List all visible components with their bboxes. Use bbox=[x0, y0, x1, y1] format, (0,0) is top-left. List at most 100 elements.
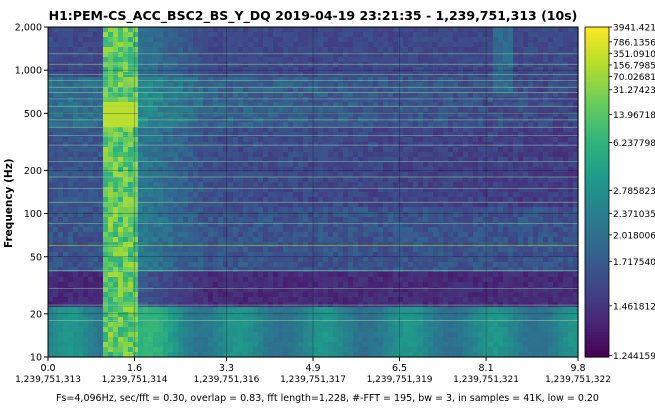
colorbar-segment bbox=[585, 203, 609, 207]
colorbar-segment bbox=[585, 117, 609, 122]
colorbar-segment bbox=[585, 302, 609, 306]
colorbar-tick-label: 3941.421 bbox=[613, 24, 655, 34]
x-tick-label: 4.9 bbox=[305, 363, 320, 374]
colorbar-segment bbox=[585, 296, 609, 300]
colorbar-segment bbox=[585, 205, 609, 210]
colorbar-segment bbox=[585, 260, 609, 265]
colorbar-segment bbox=[585, 82, 609, 86]
colorbar-segment bbox=[585, 76, 609, 80]
colorbar-tick-label: 31.27423 bbox=[613, 86, 655, 96]
colorbar-segment bbox=[585, 167, 609, 171]
colorbar-tick-label: 2.018006 bbox=[613, 231, 655, 241]
colorbar-segment bbox=[585, 280, 609, 284]
colorbar-segment bbox=[585, 90, 609, 94]
colorbar-tick-label: 2.371035 bbox=[613, 210, 655, 220]
colorbar-segment bbox=[585, 172, 609, 177]
colorbar-segment bbox=[585, 244, 609, 248]
colorbar-segment bbox=[585, 288, 609, 292]
colorbar-segment bbox=[585, 277, 609, 281]
colorbar-segment bbox=[585, 222, 609, 226]
colorbar-segment bbox=[585, 79, 609, 83]
colorbar-segment bbox=[585, 329, 609, 333]
frequency-lines bbox=[48, 53, 578, 321]
colorbar-segment bbox=[585, 71, 609, 75]
colorbar-segment bbox=[585, 293, 609, 298]
x-tick-gps-label: 1,239,751,321 bbox=[453, 375, 519, 385]
colorbar-segment bbox=[585, 35, 609, 39]
x-tick-label: 3.3 bbox=[219, 363, 234, 374]
colorbar-segment bbox=[585, 227, 609, 232]
colorbar-segment bbox=[585, 315, 609, 320]
y-tick-label: 100 bbox=[24, 209, 42, 220]
colorbar-segment bbox=[585, 46, 609, 50]
colorbar-segment bbox=[585, 258, 609, 262]
colorbar-segment bbox=[585, 269, 609, 273]
colorbar-segment bbox=[585, 159, 609, 163]
colorbar-segment bbox=[585, 285, 609, 289]
colorbar-segment bbox=[585, 214, 609, 218]
y-tick-label: 200 bbox=[24, 166, 42, 177]
colorbar-tick-label: 6.237798 bbox=[613, 139, 655, 149]
colorbar-tick-label: 156.7985 bbox=[613, 61, 655, 71]
colorbar-segment bbox=[585, 49, 609, 53]
colorbar-segment bbox=[585, 175, 609, 179]
colorbar-segment bbox=[585, 84, 609, 89]
colorbar-tick-label: 13.96718 bbox=[613, 111, 655, 121]
colorbar-segment bbox=[585, 247, 609, 251]
colorbar-segment bbox=[585, 340, 609, 344]
colorbar-segment bbox=[585, 120, 609, 124]
colorbar-segment bbox=[585, 29, 609, 34]
colorbar-segment bbox=[585, 348, 609, 353]
colorbar-segment bbox=[585, 60, 609, 64]
y-axis-ticks: 2,000 1,000 500 200 100 50 20 10 bbox=[15, 23, 48, 364]
colorbar-segment bbox=[585, 299, 609, 303]
colorbar-segment bbox=[585, 337, 609, 342]
colorbar-segment bbox=[585, 197, 609, 201]
colorbar-segment bbox=[585, 307, 609, 311]
figure-caption: Fs=4,096Hz, sec/fft = 0.30, overlap = 0.… bbox=[56, 393, 599, 404]
colorbar-segment bbox=[585, 219, 609, 223]
colorbar-tick-label: 1.461812 bbox=[613, 302, 655, 312]
colorbar-segment bbox=[585, 271, 609, 276]
x-tick-label: 6.5 bbox=[392, 363, 407, 374]
colorbar-segment bbox=[585, 189, 609, 193]
colorbar-segment bbox=[585, 241, 609, 245]
colorbar-tick-label: 2.785823 bbox=[613, 187, 655, 197]
colorbar-segment bbox=[585, 282, 609, 287]
colorbar-segment bbox=[585, 266, 609, 270]
colorbar-segment bbox=[585, 238, 609, 243]
x-axis-ticks: 0.01,239,751,3131.61,239,751,3143.31,239… bbox=[15, 357, 611, 385]
colorbar-segment bbox=[585, 65, 609, 69]
colorbar-segment bbox=[585, 142, 609, 146]
colorbar-segment bbox=[585, 233, 609, 237]
colorbar-segment bbox=[585, 164, 609, 168]
y-axis-label: Frequency (Hz) bbox=[3, 158, 15, 248]
colorbar-segment bbox=[585, 291, 609, 295]
colorbar-segment bbox=[585, 192, 609, 196]
colorbar-segment bbox=[585, 249, 609, 254]
colorbar-segment bbox=[585, 178, 609, 182]
colorbar-segment bbox=[585, 150, 609, 155]
colorbar-segment bbox=[585, 170, 609, 174]
colorbar-segment bbox=[585, 73, 609, 78]
colorbar-segment bbox=[585, 318, 609, 322]
colorbar-tick-label: 786.1356 bbox=[613, 38, 655, 48]
y-tick-label: 20 bbox=[30, 309, 42, 320]
colorbar-segment bbox=[585, 104, 609, 108]
colorbar-segment bbox=[585, 211, 609, 215]
colorbar-segment bbox=[585, 95, 609, 100]
y-tick-label: 10 bbox=[30, 353, 42, 364]
colorbar-segment bbox=[585, 106, 609, 111]
colorbar-segment bbox=[585, 109, 609, 113]
chart-title: H1:PEM-CS_ACC_BSC2_BS_Y_DQ 2019-04-19 23… bbox=[48, 8, 578, 23]
x-tick-gps-label: 1,239,751,317 bbox=[280, 375, 346, 385]
x-tick-label: 0.0 bbox=[40, 363, 55, 374]
colorbar-tick-label: 70.02681 bbox=[613, 73, 655, 83]
x-tick-label: 9.8 bbox=[570, 363, 585, 374]
colorbar-segment bbox=[585, 156, 609, 160]
colorbar-segment bbox=[585, 354, 609, 358]
colorbar-segment bbox=[585, 87, 609, 91]
colorbar-segment bbox=[585, 98, 609, 102]
colorbar-segment bbox=[585, 321, 609, 325]
